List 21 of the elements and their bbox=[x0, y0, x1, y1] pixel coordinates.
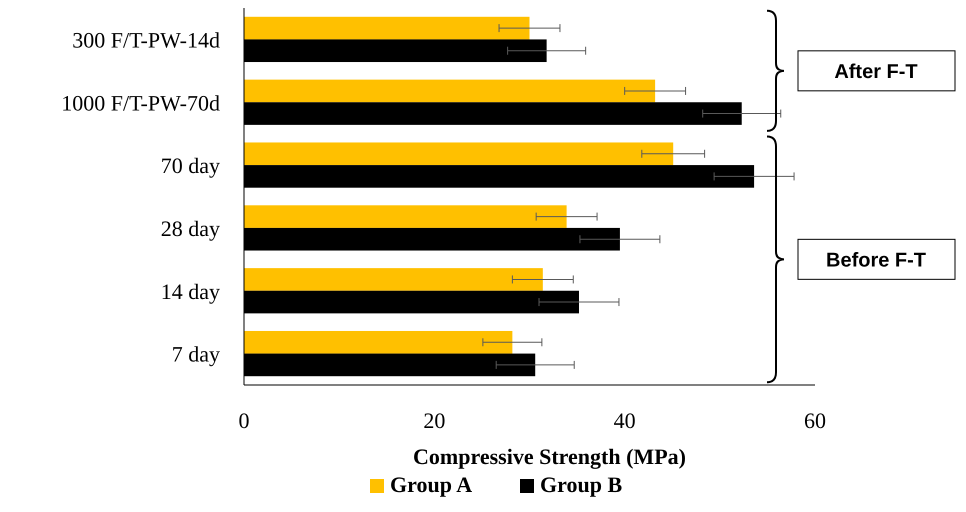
bar bbox=[244, 330, 512, 354]
y-tick-label: 28 day bbox=[160, 216, 220, 241]
bar bbox=[244, 268, 543, 291]
y-tick-label: 7 day bbox=[172, 342, 220, 367]
bar bbox=[244, 205, 567, 228]
y-tick-label: 70 day bbox=[160, 153, 220, 178]
legend-label: Group A bbox=[390, 472, 472, 497]
y-tick-label: 300 F/T-PW-14d bbox=[72, 27, 220, 52]
bar bbox=[244, 142, 674, 166]
legend-label: Group B bbox=[540, 472, 622, 497]
x-tick-label: 60 bbox=[804, 408, 826, 433]
bar bbox=[244, 80, 656, 102]
text: Before F-T bbox=[826, 249, 926, 272]
x-tick-label: 40 bbox=[614, 408, 636, 433]
text: After F-T bbox=[834, 60, 918, 83]
x-tick-label: 0 bbox=[238, 408, 250, 433]
y-tick-label: 14 day bbox=[160, 278, 220, 304]
x-axis-title: Compressive Strength (MPa) bbox=[413, 444, 686, 469]
y-tick-label: 1000 F/T-PW-70d bbox=[61, 90, 220, 116]
bar bbox=[244, 16, 530, 40]
x-tick-label: 20 bbox=[423, 408, 446, 433]
